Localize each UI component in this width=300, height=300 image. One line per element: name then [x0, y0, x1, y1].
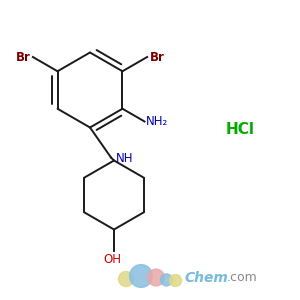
- Text: Br: Br: [16, 50, 30, 64]
- Circle shape: [130, 265, 152, 287]
- Text: Br: Br: [150, 50, 164, 64]
- Text: NH₂: NH₂: [146, 115, 169, 128]
- Circle shape: [169, 274, 181, 286]
- Text: NH: NH: [116, 152, 133, 166]
- Circle shape: [148, 269, 164, 286]
- Text: Chem: Chem: [184, 271, 228, 284]
- Text: .com: .com: [226, 271, 257, 284]
- Text: HCl: HCl: [226, 122, 254, 136]
- Text: OH: OH: [103, 253, 122, 266]
- Circle shape: [160, 274, 172, 286]
- Circle shape: [118, 272, 134, 286]
